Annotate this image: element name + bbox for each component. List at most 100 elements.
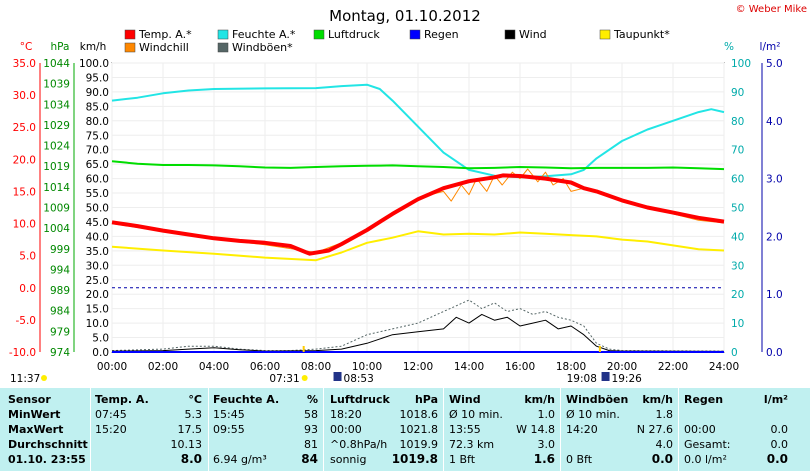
legend-swatch (599, 29, 611, 40)
chart-series (111, 83, 725, 353)
legend-label: Windböen* (232, 41, 293, 54)
sunrise-icon (301, 375, 308, 381)
stats-cell-gust_t: 0 Bft (566, 453, 593, 466)
stats-header-temp-unit: °C (188, 393, 202, 406)
stats-cell-wind_v: 3.0 (537, 438, 556, 451)
stats-cell-wind_t: 13:55 (449, 423, 481, 436)
legend-label: Feuchte A.* (232, 28, 296, 41)
legend-label: Taupunkt* (613, 28, 670, 41)
tick-label-temp_c: 0.0 (19, 283, 36, 295)
legend-label: Temp. A.* (138, 28, 192, 41)
tick-label-temp_c: 10.0 (13, 219, 36, 231)
tick-label-pressure_hpa: 1024 (43, 141, 70, 153)
stats-header-wind: Wind (449, 393, 481, 406)
tick-label-humidity_pct: 60 (731, 174, 744, 186)
legend-swatch (504, 29, 516, 40)
legend-swatch (124, 42, 136, 53)
stats-cell-gust_v: 4.0 (655, 438, 674, 451)
stats-cell-press_v: 1021.8 (399, 423, 439, 436)
tick-label-pressure_hpa: 974 (50, 347, 70, 359)
stats-header-wind-unit: km/h (524, 393, 555, 406)
tick-label-wind_kmh: 85.0 (86, 101, 109, 113)
tick-label-pressure_hpa: 1044 (43, 58, 70, 70)
tick-label-wind_kmh: 100.0 (79, 58, 109, 70)
tick-label-rain_lm2: 2.0 (766, 231, 783, 243)
tick-label-wind_kmh: 75.0 (86, 130, 109, 142)
x-tick-label: 02:00 (148, 361, 178, 373)
stats-cell-gust_v: N 27.6 (636, 423, 673, 436)
chart-title: Montag, 01.10.2012 (329, 7, 481, 25)
tick-label-pressure_hpa: 999 (50, 244, 70, 256)
sun-icon (41, 375, 47, 381)
stats-header-press-unit: hPa (414, 393, 438, 406)
legend-label: Regen (424, 28, 459, 41)
x-tick-label: 14:00 (454, 361, 484, 373)
x-tick-label: 16:00 (505, 361, 535, 373)
tick-label-pressure_hpa: 1009 (43, 203, 70, 215)
tick-label-temp_c: 20.0 (13, 154, 36, 166)
stats-header-hum-unit: % (306, 393, 318, 406)
series-line (111, 299, 725, 352)
tick-label-temp_c: 15.0 (13, 186, 36, 198)
tick-label-wind_kmh: 60.0 (86, 174, 109, 186)
tick-label-wind_kmh: 20.0 (86, 289, 109, 301)
tick-label-rain_lm2: 3.0 (766, 174, 783, 186)
tick-label-temp_c: 35.0 (13, 58, 36, 70)
stats-cell-hum_v: 58 (304, 408, 318, 421)
stats-cell-rain_t: 00:00 (684, 423, 716, 436)
axis-label-humidity_pct: % (724, 41, 734, 53)
stats-cell-wind_v: 1.6 (533, 452, 555, 466)
stats-header-hum: Feuchte A. (213, 393, 280, 406)
stats-cell-gust_t: Ø 10 min. (566, 408, 620, 421)
tick-label-wind_kmh: 80.0 (86, 116, 109, 128)
tick-label-wind_kmh: 55.0 (86, 188, 109, 200)
stats-cell-temp_v: 5.3 (184, 408, 203, 421)
stats-cell-press_v: 1019.8 (391, 452, 438, 466)
moonset-time: 08:53 (344, 373, 374, 385)
stats-header-gust-unit: km/h (642, 393, 673, 406)
tick-label-wind_kmh: 35.0 (86, 246, 109, 258)
tick-label-wind_kmh: 50.0 (86, 203, 109, 215)
tick-label-humidity_pct: 50 (731, 203, 744, 215)
tick-label-humidity_pct: 10 (731, 318, 744, 330)
tick-label-wind_kmh: 40.0 (86, 231, 109, 243)
stats-cell-hum_t: 09:55 (213, 423, 245, 436)
x-tick-label: 00:00 (97, 361, 127, 373)
tick-label-pressure_hpa: 1019 (43, 161, 70, 173)
stats-cell-press_t: ^0.8hPa/h (330, 438, 388, 451)
chart-axes: °C 35.0 30.0 25.0 20.0 15.0 10.0 5.0 0.0 -5.0 -10.… (9, 41, 783, 373)
x-tick-label: 24:00 (709, 361, 739, 373)
chart-annotations: 11:37 07:31 08:53 19:08 19:26 (10, 346, 642, 385)
axis-label-pressure_hpa: hPa (51, 41, 70, 53)
tick-label-pressure_hpa: 1004 (43, 223, 70, 235)
chart-legend: Temp. A.* Feuchte A.* Luftdruck Regen Wind Ta… (124, 28, 670, 54)
x-tick-label: 18:00 (556, 361, 586, 373)
stats-cell-press_v: 1019.9 (399, 438, 439, 451)
tick-label-humidity_pct: 80 (731, 116, 744, 128)
stats-cell-wind_t: 72.3 km (449, 438, 495, 451)
stats-cell-temp_v: 8.0 (180, 452, 202, 466)
x-tick-label: 06:00 (250, 361, 280, 373)
stats-header-rain-unit: l/m² (763, 393, 788, 406)
tick-label-wind_kmh: 5.0 (92, 333, 109, 345)
x-tick-label: 20:00 (607, 361, 637, 373)
tick-label-humidity_pct: 90 (731, 87, 744, 99)
stats-cell-temp_v: 17.5 (177, 423, 203, 436)
stats-cell-label: MaxWert (8, 423, 64, 436)
moonrise-icon (601, 372, 610, 381)
tick-label-pressure_hpa: 989 (50, 285, 70, 297)
stats-cell-press_t: 00:00 (330, 423, 362, 436)
tick-label-wind_kmh: 15.0 (86, 304, 109, 316)
legend-label: Luftdruck (328, 28, 380, 41)
sunrise-time: 07:31 (269, 373, 299, 385)
moonrise-time: 19:26 (612, 373, 643, 385)
stats-cell-rain_v: 0.0 (770, 423, 789, 436)
stats-cell-label: Durchschnitt (8, 438, 88, 451)
stats-cell-wind_t: Ø 10 min. (449, 408, 503, 421)
tick-label-temp_c: 30.0 (13, 90, 36, 102)
stats-cell-temp_t: 15:20 (95, 423, 127, 436)
tick-label-pressure_hpa: 1034 (43, 99, 70, 111)
stats-header-temp: Temp. A. (95, 393, 149, 406)
x-tick-label: 22:00 (658, 361, 688, 373)
sunset-time: 19:08 (567, 373, 597, 385)
